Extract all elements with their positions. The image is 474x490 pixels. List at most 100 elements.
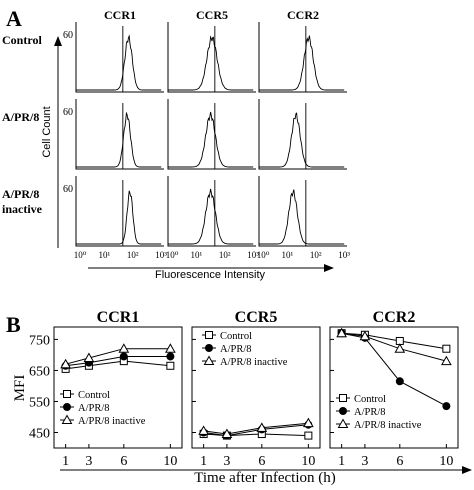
histogram-x-tick: 10¹ [99, 250, 111, 260]
histogram-axes [75, 176, 164, 247]
histogram-row-label: Control [2, 33, 42, 47]
data-point-circle [442, 402, 451, 411]
legend-entry: A/PR/8 inactive [78, 416, 146, 427]
histogram-y-tick: 60 [63, 184, 73, 195]
chart-frame [329, 326, 459, 449]
histogram-x-tick: 10¹ [282, 250, 294, 260]
x-tick-label: 10 [439, 454, 453, 469]
chart-frame [53, 326, 183, 449]
cell-count-axis-label: Cell Count [41, 106, 53, 157]
y-tick-label: 750 [29, 333, 50, 348]
data-point-triangle [198, 425, 209, 435]
legend-marker-triangle [337, 418, 349, 428]
series-line [65, 348, 171, 365]
histogram-panel [167, 22, 256, 93]
panel-a-letter: A [6, 6, 22, 31]
legend-marker-circle [63, 403, 71, 411]
histogram-panel: 60 [63, 22, 164, 93]
data-point-circle [166, 352, 175, 361]
fluorescence-axis-label: Fluorescence Intensity [155, 269, 266, 281]
series-line [203, 433, 309, 437]
x-tick-label: 6 [120, 454, 127, 469]
data-point-triangle [359, 330, 371, 341]
legend-entry: A/PR/8 [354, 407, 386, 418]
histogram-axes [258, 22, 347, 93]
histogram-row-label: A/PR/8 [2, 187, 39, 201]
histogram-y-tick: 60 [63, 107, 73, 118]
legend-entry: A/PR/8 inactive [220, 357, 288, 368]
x-tick-label: 1 [338, 454, 345, 469]
chart-title: CCR1 [97, 309, 140, 326]
histogram-curve [76, 111, 162, 168]
legend-marker-circle [339, 407, 347, 415]
data-point-triangle [60, 358, 71, 369]
data-point-circle [119, 352, 128, 361]
histogram-curve [168, 35, 254, 91]
series-line [65, 360, 171, 370]
histogram-panel: 60 [63, 99, 164, 170]
histogram-x-tick: 10⁰ [74, 250, 87, 260]
legend-marker-triangle [203, 355, 215, 365]
legend-entry: Control [220, 331, 252, 342]
histogram-x-tick: 10¹ [191, 250, 203, 260]
data-point-triangle [394, 343, 406, 353]
data-point-triangle [165, 343, 176, 353]
histogram-x-tick: 10³ [155, 250, 167, 260]
histogram-curve [76, 34, 162, 91]
histogram-row-label: inactive [2, 202, 43, 216]
legend-entry: A/PR/8 [78, 403, 110, 414]
data-point-triangle [83, 352, 95, 363]
x-tick-label: 1 [62, 454, 69, 469]
histogram-x-tick: 10⁰ [166, 250, 179, 260]
histogram-row-label: A/PR/8 [2, 110, 39, 124]
data-point-triangle [221, 428, 233, 439]
data-point-square [166, 361, 175, 370]
histogram-panel [258, 22, 347, 93]
histogram-axes [167, 99, 256, 170]
legend-marker-square [339, 394, 347, 402]
histogram-column-header: CCR5 [196, 8, 228, 22]
histogram-x-tick: 10² [127, 250, 139, 260]
cell-count-axis-arrowhead [54, 36, 62, 46]
legend-marker-square [205, 331, 213, 339]
time-axis-arrowhead [462, 466, 472, 474]
series-line [341, 332, 447, 362]
histogram-x-tick: 10⁰ [257, 250, 270, 260]
data-point-triangle [336, 327, 347, 338]
series-line [203, 424, 309, 437]
histogram-x-tick: 10² [219, 250, 231, 260]
series-line [65, 356, 171, 367]
line-chart-ccr2: CCR2 1 3 6 10 Control A/PR/8 A/PR/8 inactive [329, 309, 459, 469]
histogram-curve [259, 35, 345, 91]
series-line [341, 332, 447, 350]
y-tick-label: 550 [29, 395, 50, 410]
x-tick-label: 3 [223, 454, 230, 469]
histogram-x-tick: 10³ [338, 250, 350, 260]
histogram-panel [258, 99, 347, 170]
legend-entry: Control [354, 394, 386, 405]
data-point-square [442, 344, 451, 353]
data-point-triangle [303, 417, 314, 428]
chart-frame [191, 326, 321, 449]
chart-title: CCR2 [373, 309, 416, 326]
histogram-panel [258, 176, 347, 247]
legend-marker-triangle [61, 414, 73, 424]
histogram-x-tick: 10² [310, 250, 322, 260]
y-tick-label: 650 [29, 364, 50, 379]
data-point-triangle [441, 355, 452, 366]
chart-title: CCR5 [235, 309, 278, 326]
x-tick-label: 6 [258, 454, 265, 469]
x-tick-label: 1 [200, 454, 207, 469]
histogram-curve [259, 112, 345, 168]
histogram-x-tick: 10³ [247, 250, 259, 260]
histogram-y-tick: 60 [63, 30, 73, 41]
histogram-curve [259, 189, 345, 245]
histogram-panel: 60 [63, 176, 164, 247]
legend-entry: A/PR/8 inactive [354, 420, 422, 431]
histogram-column-header: CCR2 [287, 8, 319, 22]
x-tick-label: 3 [85, 454, 92, 469]
x-tick-label: 6 [396, 454, 403, 469]
panel-b-letter: B [6, 312, 21, 337]
histogram-panel [167, 99, 256, 170]
